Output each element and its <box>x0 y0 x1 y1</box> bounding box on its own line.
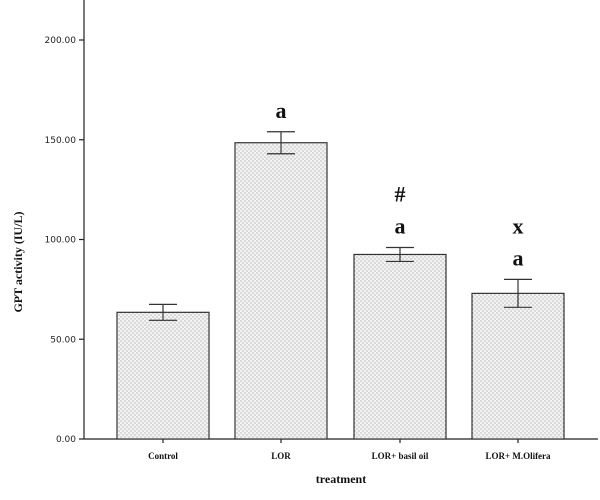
y-axis-title: GPT activity (IU/L) <box>11 211 25 312</box>
x-tick-label: LOR+ M.Olifera <box>485 451 551 461</box>
bar <box>353 253 447 440</box>
bars <box>116 131 565 440</box>
bar <box>471 292 565 440</box>
significance-label: x <box>513 213 524 238</box>
x-tick-label: LOR+ basil oil <box>372 451 429 461</box>
bar <box>116 311 210 440</box>
significance-label: a <box>513 245 524 270</box>
x-tick-label: LOR <box>271 451 291 461</box>
y-tick-label: 150.00 <box>45 136 77 146</box>
significance-label: a <box>276 98 287 123</box>
y-tick-label: 0.00 <box>56 435 76 445</box>
y-tick-label: 100.00 <box>45 236 77 246</box>
y-tick-label: 50.00 <box>50 335 76 345</box>
significance-label: a <box>395 213 406 238</box>
x-axis-title: treatment <box>316 472 366 486</box>
y-tick-label: 200.00 <box>45 36 77 46</box>
bar <box>234 142 328 440</box>
labels: 0.00 50.00 100.00 150.00 200.00 Control LOR LOR… <box>45 36 552 461</box>
x-tick-label: Control <box>148 451 178 461</box>
significance-label: # <box>395 181 406 206</box>
